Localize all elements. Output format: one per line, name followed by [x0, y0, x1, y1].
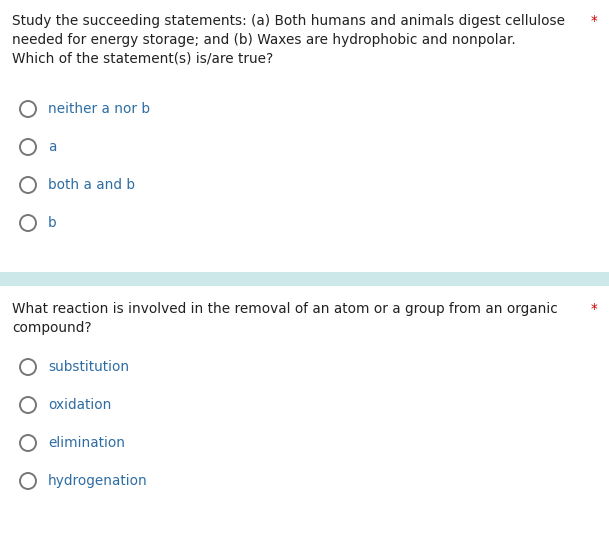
- Text: elimination: elimination: [48, 436, 125, 450]
- Text: a: a: [48, 140, 57, 154]
- Text: neither a nor b: neither a nor b: [48, 102, 150, 116]
- Circle shape: [20, 101, 36, 117]
- Text: What reaction is involved in the removal of an atom or a group from an organic: What reaction is involved in the removal…: [12, 302, 558, 316]
- Text: oxidation: oxidation: [48, 398, 111, 412]
- Circle shape: [20, 435, 36, 451]
- Circle shape: [20, 139, 36, 155]
- Text: Which of the statement(s) is/are true?: Which of the statement(s) is/are true?: [12, 52, 273, 66]
- Text: b: b: [48, 216, 57, 230]
- Text: hydrogenation: hydrogenation: [48, 474, 148, 488]
- Text: substitution: substitution: [48, 360, 129, 374]
- Circle shape: [20, 397, 36, 413]
- Text: Study the succeeding statements: (a) Both humans and animals digest cellulose: Study the succeeding statements: (a) Bot…: [12, 14, 565, 28]
- Circle shape: [20, 215, 36, 231]
- Circle shape: [20, 473, 36, 489]
- Text: *: *: [590, 302, 597, 316]
- Circle shape: [20, 359, 36, 375]
- Text: both a and b: both a and b: [48, 178, 135, 192]
- Text: *: *: [590, 14, 597, 28]
- Text: needed for energy storage; and (b) Waxes are hydrophobic and nonpolar.: needed for energy storage; and (b) Waxes…: [12, 33, 516, 47]
- Text: compound?: compound?: [12, 321, 91, 335]
- Circle shape: [20, 177, 36, 193]
- FancyBboxPatch shape: [0, 272, 609, 286]
